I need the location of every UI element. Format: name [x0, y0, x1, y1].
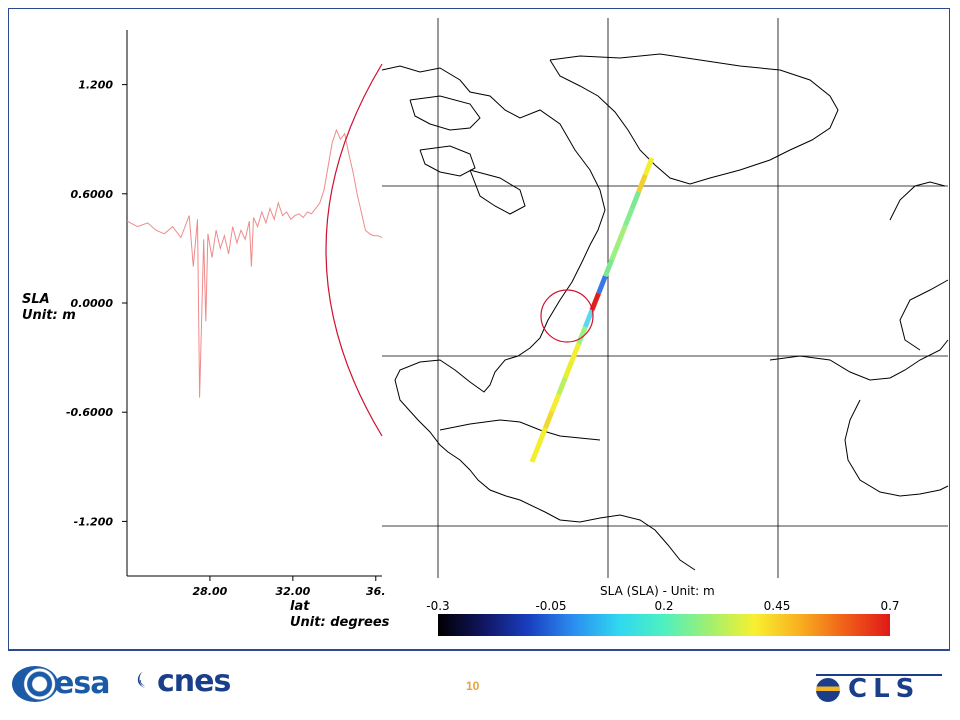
- track-segment: [576, 325, 588, 345]
- track-segment: [569, 342, 581, 362]
- esa-logo: esa: [12, 664, 122, 704]
- highlight-circle: [540, 289, 594, 343]
- colorbar-gradient: [438, 614, 890, 636]
- track-segment: [609, 241, 621, 261]
- y-ticks: 1.200 0.6000 0.0000 -0.6000 -1.200: [66, 79, 127, 528]
- cnes-logo: cnes: [135, 660, 265, 704]
- x-axis-label: lat: [290, 599, 310, 614]
- plot-background: [127, 30, 382, 575]
- cls-logo: CLS: [816, 674, 942, 704]
- map-background: [382, 18, 948, 578]
- zoom-connector-arc: [325, 63, 383, 437]
- y-tick-label: -1.200: [74, 515, 114, 528]
- colorbar-tick-label: -0.3: [426, 599, 449, 613]
- track-segment: [636, 173, 648, 193]
- track-segment: [589, 292, 601, 311]
- world-map: [381, 18, 949, 578]
- colorbar-tick-label: -0.05: [535, 599, 566, 613]
- track-segment: [549, 393, 561, 413]
- y-tick-label: -0.6000: [66, 406, 113, 419]
- slide-frame: [8, 8, 950, 650]
- hudson-bay-coast: [469, 169, 526, 215]
- africa-west-coast: [844, 399, 949, 497]
- arctic-island-2: [419, 145, 476, 177]
- arctic-island-1: [409, 95, 481, 131]
- greenland-coast: [549, 53, 839, 185]
- track-segment: [563, 359, 575, 379]
- track-segment: [603, 258, 615, 278]
- footer-divider: [8, 650, 950, 651]
- track-segment: [556, 376, 568, 396]
- europe-coast: [899, 279, 949, 351]
- track-segment: [616, 224, 628, 244]
- colorbar-tick-label: 0.45: [764, 599, 791, 613]
- sla-profile-plot: 1.200 0.6000 0.0000 -0.6000 -1.200 28.00 32.0…: [22, 30, 390, 630]
- track-segment: [529, 444, 541, 463]
- esa-logo-text: esa: [54, 666, 110, 701]
- cnes-mark-icon: [137, 671, 147, 689]
- colorbar-tick-label: 0.2: [654, 599, 673, 613]
- y-tick-label: 0.6000: [71, 188, 114, 201]
- x-tick-label: 28.00: [193, 585, 228, 598]
- colorbar-title: SLA (SLA) - Unit: m: [600, 584, 715, 598]
- track-segment: [596, 275, 608, 295]
- africa-north-coast: [769, 339, 949, 381]
- caribbean-islands: [439, 419, 601, 441]
- cls-top-bar: [816, 674, 942, 676]
- sla-colorbar: SLA (SLA) - Unit: m -0.3 -0.05 0.2 0.45 0.7: [426, 584, 900, 636]
- map-grid: [382, 18, 948, 578]
- y-tick-label: 0.0000: [71, 297, 114, 310]
- series-line-sla: [126, 128, 383, 398]
- page-number: 10: [466, 679, 480, 693]
- track-segment: [623, 207, 635, 227]
- track-segment: [583, 309, 595, 328]
- esa-swirl-icon: [12, 666, 58, 702]
- north-america-coast: [381, 65, 696, 571]
- y-axis-unit: Unit: m: [22, 308, 76, 323]
- x-axis-unit: Unit: degrees: [290, 615, 390, 630]
- colorbar-tick-label: 0.7: [880, 599, 899, 613]
- track-segment: [543, 410, 555, 430]
- track-segment: [643, 157, 655, 176]
- x-ticks: 28.00 32.00 36.: [193, 576, 386, 598]
- cls-globe-icon: [816, 678, 840, 702]
- x-tick-label: 36.: [366, 585, 386, 598]
- track-segment: [536, 427, 548, 447]
- colorbar-ticks: -0.3 -0.05 0.2 0.45 0.7: [426, 599, 899, 613]
- y-tick-label: 1.200: [78, 79, 113, 92]
- cls-logo-text: CLS: [848, 674, 921, 704]
- y-axis-label: SLA: [22, 292, 50, 307]
- x-tick-label: 32.00: [275, 585, 310, 598]
- track-segment: [629, 190, 641, 210]
- satellite-track: [529, 157, 655, 463]
- cnes-logo-text: cnes: [157, 664, 231, 699]
